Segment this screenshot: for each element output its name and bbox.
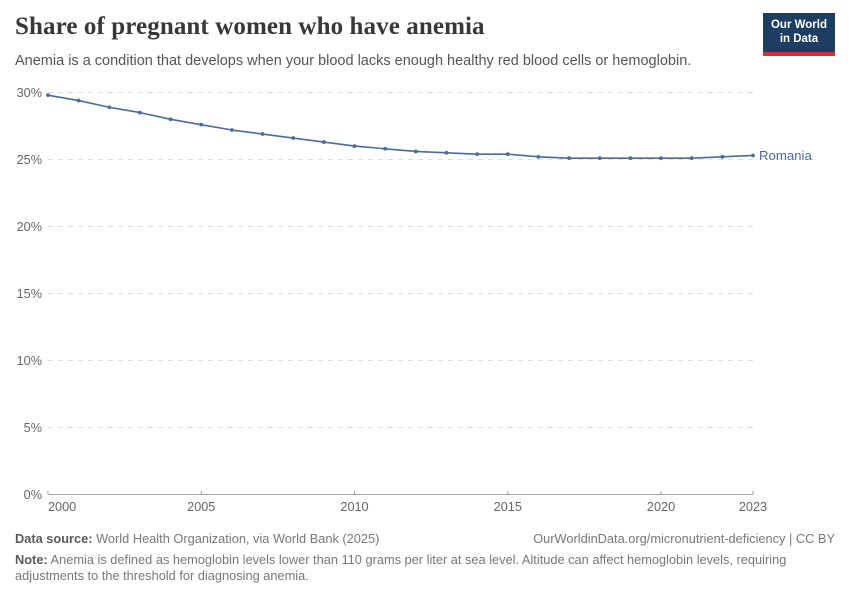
y-tick-label-0: 0%: [24, 488, 42, 502]
y-tick-label-15: 15%: [17, 287, 42, 301]
data-point-2016[interactable]: [536, 154, 541, 159]
x-tick-label-2015: 2015: [494, 500, 522, 514]
data-point-2005[interactable]: [199, 122, 204, 127]
data-point-2007[interactable]: [260, 132, 265, 136]
y-tick-label-10: 10%: [17, 354, 42, 368]
data-point-2017[interactable]: [567, 156, 571, 161]
data-point-2002[interactable]: [107, 105, 112, 110]
data-point-2015[interactable]: [505, 152, 510, 157]
footer-row: Data source: World Health Organization, …: [15, 531, 835, 546]
data-point-2020[interactable]: [659, 156, 663, 161]
data-point-2011[interactable]: [383, 146, 388, 151]
owid-logo-line1: Our World: [770, 19, 827, 31]
data-point-2013[interactable]: [444, 150, 449, 155]
chart-title: Share of pregnant women who have anemia: [15, 13, 485, 40]
footer-link[interactable]: OurWorldinData.org/micronutrient-deficie…: [533, 531, 835, 546]
owid-logo-line2: in Data: [779, 33, 819, 46]
data-line-romania[interactable]: [47, 94, 754, 159]
x-tick-label-2023: 2023: [739, 500, 767, 514]
data-point-2004[interactable]: [168, 117, 173, 122]
footer-note-text: Anemia is defined as hemoglobin levels l…: [15, 552, 787, 584]
data-point-2006[interactable]: [230, 128, 234, 132]
y-tick-label-25: 25%: [17, 153, 42, 167]
data-point-2014[interactable]: [475, 152, 480, 157]
data-point-2021[interactable]: [689, 156, 694, 161]
y-tick-label-30: 30%: [17, 86, 42, 100]
data-source: Data source: World Health Organization, …: [15, 531, 379, 546]
x-tick-label-2020: 2020: [647, 500, 675, 514]
data-point-2008[interactable]: [291, 136, 296, 140]
x-tick-label-2010: 2010: [340, 500, 368, 514]
data-point-2019[interactable]: [628, 156, 633, 161]
series-label-romania[interactable]: Romania: [759, 148, 812, 163]
x-tick-label-2005: 2005: [187, 500, 215, 514]
data-point-2018[interactable]: [597, 156, 602, 161]
data-point-2023[interactable]: [751, 153, 755, 158]
data-point-2022[interactable]: [720, 154, 725, 159]
data-point-2012[interactable]: [413, 149, 418, 154]
footer-note-label: Note:: [15, 552, 48, 567]
data-source-text: World Health Organization, via World Ban…: [92, 531, 380, 546]
owid-logo[interactable]: Our World in Data: [762, 13, 835, 56]
chart-subtitle: Anemia is a condition that develops when…: [15, 53, 692, 69]
y-tick-label-5: 5%: [24, 421, 42, 435]
data-point-2001[interactable]: [76, 98, 81, 103]
data-point-2003[interactable]: [138, 110, 142, 115]
footer-note: Note: Anemia is defined as hemoglobin le…: [15, 552, 837, 585]
data-point-2010[interactable]: [352, 144, 357, 149]
data-point-2009[interactable]: [321, 140, 326, 144]
y-tick-label-20: 20%: [17, 220, 42, 234]
data-source-label: Data source:: [15, 531, 93, 546]
data-point-2000[interactable]: [46, 93, 50, 98]
x-tick-label-2000: 2000: [48, 500, 76, 514]
